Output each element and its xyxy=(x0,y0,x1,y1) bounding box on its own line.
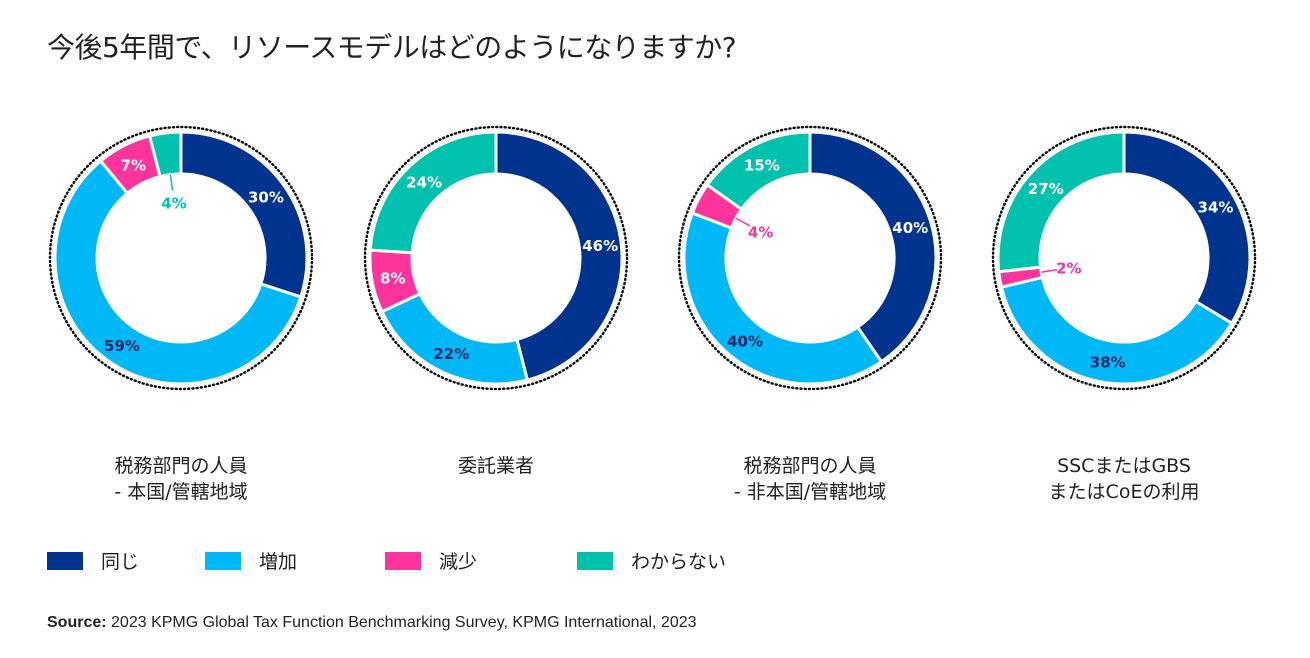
donut-segment-同じ xyxy=(808,130,938,364)
legend-label: 増加 xyxy=(259,551,298,573)
chart-caption: 税務部門の人員 - 本国/管轄地域 xyxy=(114,455,248,503)
legend-label: 減少 xyxy=(439,551,478,573)
donut-segment-増加 xyxy=(682,211,884,386)
legend-item: 減少 xyxy=(385,547,477,574)
donut-segment-わからない xyxy=(147,130,183,179)
legend-swatch xyxy=(205,551,241,570)
chart-caption: 委託業者 xyxy=(457,455,534,477)
dotted-ring xyxy=(677,125,943,391)
data-label: 46% xyxy=(582,237,618,255)
legend-swatch xyxy=(385,551,421,570)
donut-segment-同じ xyxy=(1122,130,1252,326)
source-note: Source: 2023 KPMG Global Tax Function Be… xyxy=(47,614,697,631)
data-label: 59% xyxy=(104,337,140,355)
data-label: 7% xyxy=(121,156,146,174)
data-label: 4% xyxy=(161,194,186,212)
data-label: 38% xyxy=(1090,354,1126,372)
legend-item: わからない xyxy=(577,547,726,574)
chart-caption: SSCまたはGBS またはCoEの利用 xyxy=(1048,455,1200,503)
dotted-ring xyxy=(48,125,314,391)
dotted-ring xyxy=(991,125,1257,391)
legend-item: 増加 xyxy=(205,547,297,574)
dotted-ring xyxy=(363,125,629,391)
chart-title: 今後5年間で、リソースモデルはどのようになりますか? xyxy=(47,31,737,64)
leader-line xyxy=(735,217,751,227)
chart-caption: 税務部門の人員 - 非本国/管轄地域 xyxy=(733,455,887,503)
data-label: 40% xyxy=(727,333,763,351)
donut-segment-わからない xyxy=(368,130,498,255)
donut-segment-増加 xyxy=(379,291,530,386)
data-label: 24% xyxy=(406,173,442,191)
data-label: 22% xyxy=(433,345,469,363)
legend-swatch xyxy=(47,551,83,570)
data-label: 30% xyxy=(248,188,284,206)
data-label: 8% xyxy=(380,270,405,288)
leader-line xyxy=(1041,268,1058,274)
donut-segment-増加 xyxy=(53,158,303,386)
legend-label: わからない xyxy=(631,551,727,573)
legend-swatch xyxy=(577,551,613,570)
data-label: 34% xyxy=(1198,198,1234,216)
data-label: 40% xyxy=(892,219,928,237)
data-label: 15% xyxy=(744,157,780,175)
data-label: 4% xyxy=(748,224,773,242)
leader-line xyxy=(169,174,174,191)
data-label: 2% xyxy=(1056,260,1081,278)
donut-segment-わからない xyxy=(996,130,1126,274)
donut-segment-同じ xyxy=(494,130,624,382)
legend-item: 同じ xyxy=(47,547,139,574)
donut-segment-同じ xyxy=(179,130,309,299)
legend-label: 同じ xyxy=(101,551,140,573)
donut-charts: 30% 59% 7% 4% 46% 22% 8% 24% 40% 40% 4% 15% 34% 38% 2%… xyxy=(48,125,1257,391)
donut-segment-増加 xyxy=(999,275,1234,386)
data-label: 27% xyxy=(1028,180,1064,198)
donut-segment-わからない xyxy=(705,130,812,212)
